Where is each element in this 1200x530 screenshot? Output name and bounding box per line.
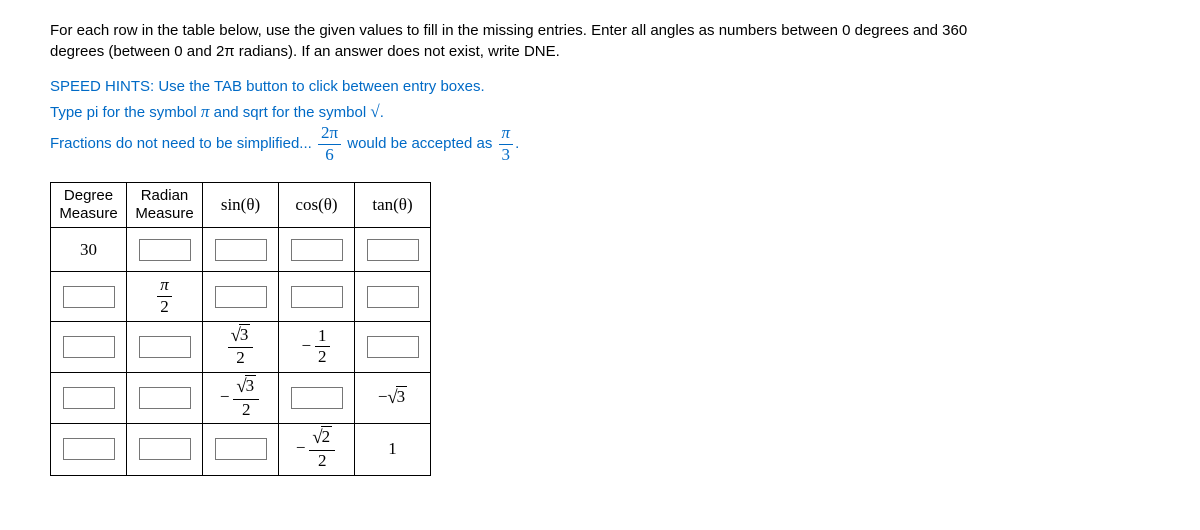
frac1-den: 6 <box>318 144 341 165</box>
table-row: − √3 2 −√3 <box>51 373 431 424</box>
hints-line2: Type pi for the symbol π and sqrt for th… <box>50 99 1150 125</box>
hints-line3-a: Fractions do not need to be simplified..… <box>50 135 312 152</box>
input-r2-cos[interactable] <box>291 286 343 308</box>
table-row: 30 <box>51 228 431 272</box>
input-r1-radian[interactable] <box>139 239 191 261</box>
speed-hints: SPEED HINTS: Use the TAB button to click… <box>50 76 1150 164</box>
table-header-row: DegreeMeasure RadianMeasure sin(θ) cos(θ… <box>51 183 431 228</box>
input-r3-degree[interactable] <box>63 336 115 358</box>
input-r4-degree[interactable] <box>63 387 115 409</box>
input-r4-cos[interactable] <box>291 387 343 409</box>
sqrt-symbol: √ <box>370 102 379 121</box>
input-r5-sin[interactable] <box>215 438 267 460</box>
header-cos: cos(θ) <box>279 183 355 228</box>
table-row: π 2 <box>51 272 431 321</box>
input-r1-cos[interactable] <box>291 239 343 261</box>
header-radian: RadianMeasure <box>127 183 203 228</box>
trig-table: DegreeMeasure RadianMeasure sin(θ) cos(θ… <box>50 182 431 475</box>
cell-tan-1: 1 <box>388 439 397 458</box>
hints-line2-b: and sqrt for the symbol <box>209 104 370 121</box>
frac2-den: 3 <box>499 144 514 165</box>
input-r1-tan[interactable] <box>367 239 419 261</box>
input-r4-radian[interactable] <box>139 387 191 409</box>
input-r1-sin[interactable] <box>215 239 267 261</box>
hints-line2-a: Type pi for the symbol <box>50 104 201 121</box>
cell-cos-neg-1-2: − 1 2 <box>301 336 331 355</box>
frac2-num: π <box>499 124 514 144</box>
hints-line3-b: would be accepted as <box>347 135 496 152</box>
table-row: − √2 2 1 <box>51 424 431 475</box>
frac1-num: 2π <box>318 124 341 144</box>
header-degree: DegreeMeasure <box>51 183 127 228</box>
table-row: √3 2 − 1 2 <box>51 321 431 372</box>
input-r3-tan[interactable] <box>367 336 419 358</box>
input-r2-sin[interactable] <box>215 286 267 308</box>
fraction-example-2: π 3 <box>497 124 516 164</box>
input-r2-tan[interactable] <box>367 286 419 308</box>
input-r3-radian[interactable] <box>139 336 191 358</box>
fraction-example-1: 2π 6 <box>316 124 343 164</box>
cell-deg-30: 30 <box>80 240 97 259</box>
hints-line3: Fractions do not need to be simplified..… <box>50 124 1150 164</box>
instructions-text: For each row in the table below, use the… <box>50 20 1010 62</box>
cell-rad-pi-2: π 2 <box>155 276 174 316</box>
cell-sin-neg-sqrt3-2: − √3 2 <box>220 387 261 406</box>
header-tan: tan(θ) <box>355 183 431 228</box>
hints-line2-c: . <box>380 104 384 121</box>
hints-line3-c: . <box>515 135 519 152</box>
input-r5-radian[interactable] <box>139 438 191 460</box>
input-r2-degree[interactable] <box>63 286 115 308</box>
hints-line1: SPEED HINTS: Use the TAB button to click… <box>50 76 1150 99</box>
input-r5-degree[interactable] <box>63 438 115 460</box>
cell-sin-sqrt3-2: √3 2 <box>226 326 256 368</box>
header-sin: sin(θ) <box>203 183 279 228</box>
cell-cos-neg-sqrt2-2: − √2 2 <box>296 438 337 457</box>
cell-tan-neg-sqrt3: −√3 <box>378 387 407 406</box>
